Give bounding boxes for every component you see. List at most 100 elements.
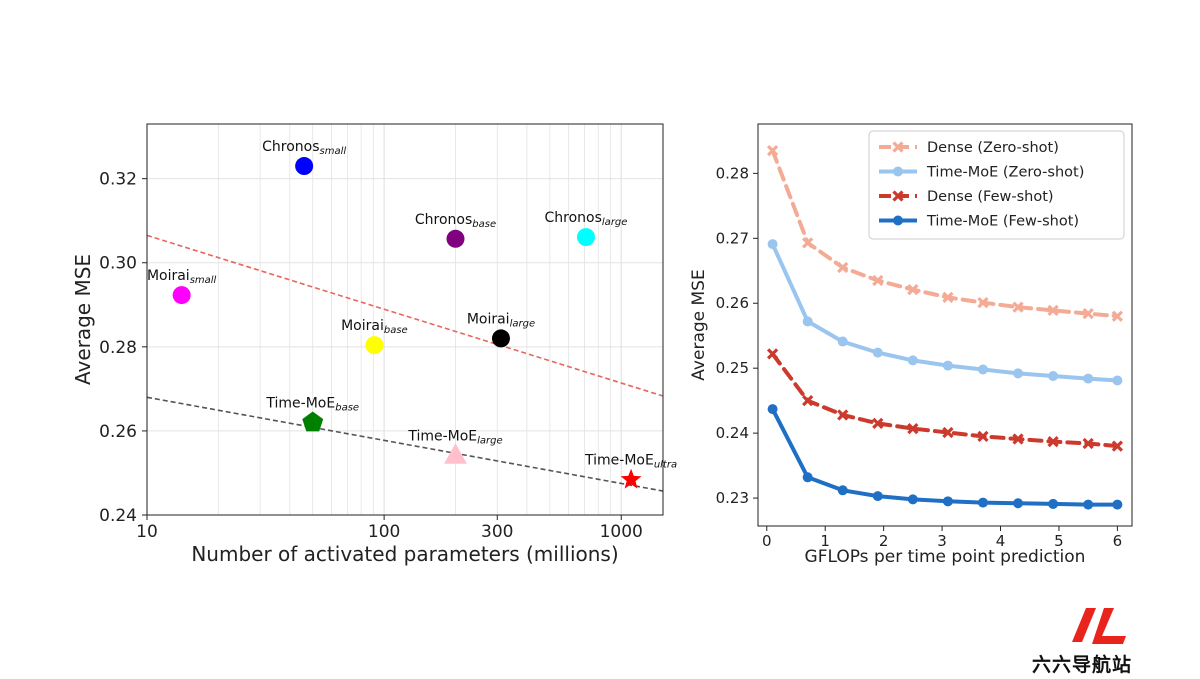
point-marker bbox=[576, 228, 595, 247]
y-tick-label: 0.28 bbox=[716, 164, 749, 182]
series-point bbox=[1112, 375, 1123, 386]
legend-item: Dense (Zero-shot) bbox=[879, 140, 1059, 156]
point-label: Time-MoElarge bbox=[407, 428, 502, 446]
y-tick-label: 0.30 bbox=[99, 254, 137, 274]
legend-marker bbox=[893, 215, 903, 226]
watermark-logo-stroke bbox=[1072, 608, 1096, 642]
series-point bbox=[907, 283, 919, 296]
data-point: Chronossmall bbox=[262, 139, 346, 176]
series bbox=[767, 404, 1123, 510]
watermark-logo-icon bbox=[1072, 608, 1126, 644]
series-point bbox=[1047, 435, 1059, 448]
x-axis-label: GFLOPs per time point prediction bbox=[805, 547, 1086, 567]
data-point: Time-MoEbase bbox=[265, 396, 359, 432]
y-tick-label: 0.26 bbox=[716, 294, 749, 312]
legend-item: Time-MoE (Few-shot) bbox=[879, 214, 1079, 230]
grid bbox=[146, 124, 663, 516]
data-point: Moiraismall bbox=[147, 268, 217, 305]
plot-frame bbox=[757, 123, 1133, 527]
series-point bbox=[802, 472, 813, 483]
legend-marker bbox=[892, 141, 904, 153]
series-point bbox=[1012, 433, 1024, 445]
y-tick-label: 0.23 bbox=[716, 489, 749, 507]
series-point bbox=[802, 237, 814, 249]
series-point bbox=[1048, 370, 1059, 381]
series-point bbox=[837, 485, 848, 496]
legend: Dense (Zero-shot) Time-MoE (Zero-shot) Den… bbox=[868, 130, 1125, 240]
series-point bbox=[802, 395, 814, 407]
y-tick-label: 0.32 bbox=[99, 170, 137, 190]
point-label: Moiraibase bbox=[341, 318, 408, 336]
x-tick-label: 10 bbox=[136, 522, 158, 542]
y-tick-label: 0.28 bbox=[99, 338, 137, 358]
point-marker bbox=[172, 286, 191, 305]
series bbox=[767, 239, 1123, 386]
series-point bbox=[1047, 304, 1059, 317]
y-axis-label: Average MSE bbox=[71, 254, 95, 385]
series-point bbox=[942, 496, 953, 507]
point-marker bbox=[295, 157, 314, 176]
series-point bbox=[872, 491, 883, 502]
x-tick-label: 300 bbox=[481, 522, 513, 542]
series-point bbox=[1013, 498, 1024, 509]
y-tick-label: 0.26 bbox=[99, 422, 137, 442]
x-tick-label: 100 bbox=[368, 522, 400, 542]
trendline bbox=[146, 234, 664, 397]
series-point bbox=[872, 347, 883, 358]
series-point bbox=[977, 497, 988, 508]
point-marker bbox=[365, 336, 384, 355]
series bbox=[766, 144, 1124, 322]
plot-frame bbox=[146, 123, 664, 516]
x-axis-label: Number of activated parameters (millions… bbox=[191, 542, 618, 566]
point-label: Chronoslarge bbox=[545, 210, 628, 228]
data-point: Chronosbase bbox=[415, 212, 496, 248]
legend-box bbox=[868, 130, 1125, 240]
legend-label: Time-MoE (Zero-shot) bbox=[926, 165, 1084, 181]
data-point: Moiraibase bbox=[341, 318, 408, 355]
watermark: 六六导航站 bbox=[1030, 600, 1170, 676]
x-tick-label: 1000 bbox=[600, 522, 643, 542]
series-point bbox=[942, 360, 953, 371]
data-point: Time-MoElarge bbox=[407, 428, 503, 464]
x-tick-label: 4 bbox=[996, 532, 1006, 550]
trendline bbox=[146, 396, 664, 492]
series-point bbox=[837, 409, 849, 421]
point-marker bbox=[446, 229, 465, 248]
series-point bbox=[1111, 310, 1124, 322]
data-point: Moirailarge bbox=[467, 311, 535, 348]
series-point bbox=[1082, 308, 1094, 320]
series-point bbox=[1083, 499, 1094, 510]
series-point bbox=[977, 296, 989, 309]
y-tick-label: 0.27 bbox=[716, 229, 749, 247]
watermark-text: 六六导航站 bbox=[1032, 654, 1133, 676]
series-point bbox=[907, 422, 919, 435]
y-tick-label: 0.25 bbox=[716, 359, 749, 377]
series-point bbox=[942, 426, 954, 439]
gflops-vs-mse-chart: 0 1 2 3 4 5 6 0.23 0.24 0.25 0.26 0.27 0.28 GFLOPs pe… bbox=[689, 123, 1133, 567]
point-marker bbox=[444, 443, 467, 464]
series-point bbox=[942, 291, 954, 304]
legend-marker bbox=[893, 166, 903, 177]
series-point bbox=[977, 430, 989, 443]
series-point bbox=[766, 348, 779, 360]
series-point bbox=[767, 239, 778, 250]
x-tick-label: 2 bbox=[879, 532, 889, 550]
series bbox=[766, 348, 1124, 452]
x-tick-label: 5 bbox=[1054, 532, 1064, 550]
x-tick-label: 6 bbox=[1113, 532, 1123, 550]
series-point bbox=[1013, 368, 1024, 379]
point-label: Moiraismall bbox=[147, 268, 217, 286]
series-point bbox=[872, 417, 884, 430]
series-line bbox=[770, 407, 1120, 507]
y-tick-label: 0.24 bbox=[99, 506, 137, 526]
x-tick-label: 0 bbox=[762, 532, 772, 550]
point-label: Chronosbase bbox=[415, 212, 496, 230]
series-point bbox=[872, 274, 884, 287]
series-point bbox=[766, 144, 779, 157]
legend-label: Dense (Few-shot) bbox=[927, 189, 1054, 205]
series-point bbox=[1012, 301, 1024, 313]
point-label: Chronossmall bbox=[262, 139, 346, 157]
series-point bbox=[1083, 373, 1094, 384]
y-tick-label: 0.24 bbox=[716, 424, 749, 442]
series-point bbox=[1048, 498, 1059, 509]
